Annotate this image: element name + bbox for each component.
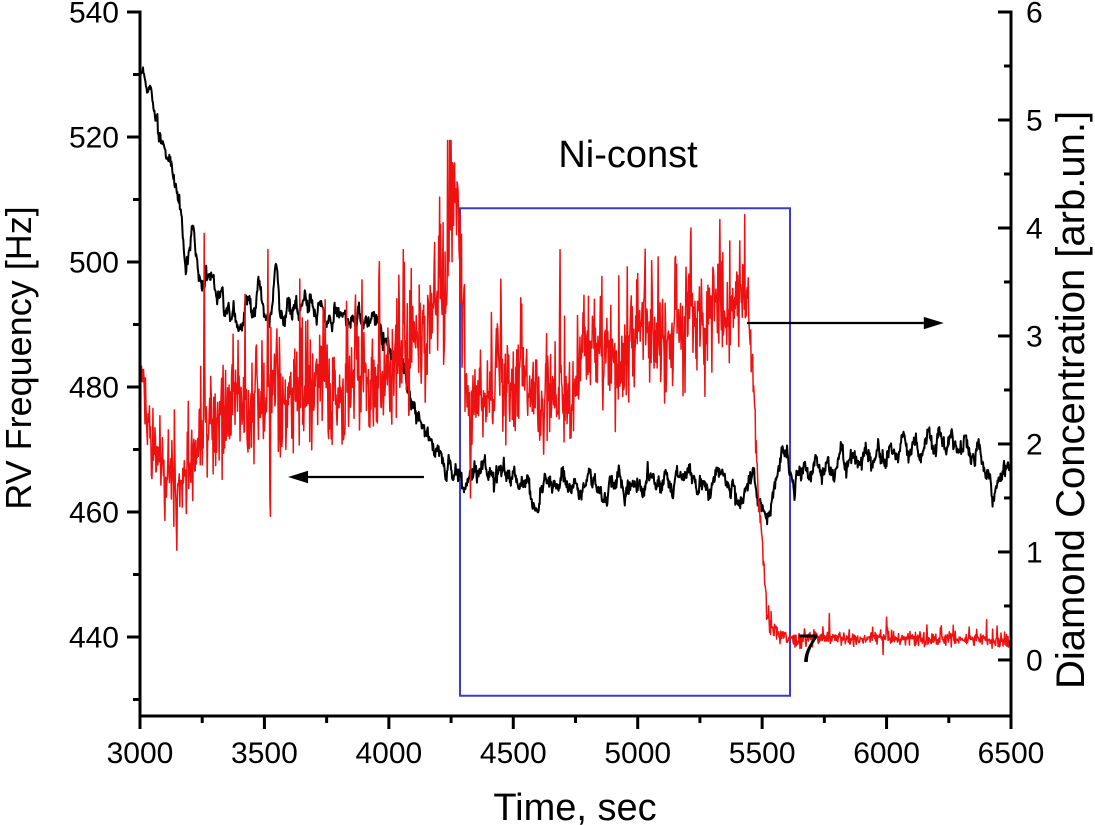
y-left-tick-label: 540 [69, 0, 119, 30]
y-right-tick-label: 3 [1026, 320, 1043, 353]
x-tick-labels: 3000 3500 4000 4500 5000 5500 6000 6500 [107, 737, 1045, 770]
y-right-tick-label: 0 [1026, 644, 1043, 677]
y-left-tick-label: 520 [69, 122, 119, 155]
seven-annotation: 7 [797, 627, 819, 671]
y-right-tick-labels: 0 1 2 3 4 5 6 [1026, 0, 1043, 677]
x-tick-label: 4000 [355, 737, 422, 770]
y-left-tick-label: 500 [69, 247, 119, 280]
y-right-tick-label: 1 [1026, 536, 1043, 569]
ni-const-annotation: Ni-const [558, 134, 698, 176]
data-series [140, 61, 1011, 656]
series-diamond-concentration [140, 139, 1011, 656]
left-arrow-head [288, 470, 309, 484]
y-right-axis-title: Diamond Concentration [arb.un.] [1049, 111, 1093, 689]
x-tick-label: 5500 [729, 737, 796, 770]
x-axis-title: Time, sec [493, 787, 656, 825]
y-right-tick-label: 5 [1026, 104, 1043, 137]
right-arrow-head [923, 316, 944, 330]
y-left-tick-label: 460 [69, 497, 119, 530]
x-tick-label: 6500 [978, 737, 1045, 770]
x-tick-label: 6000 [853, 737, 920, 770]
highlight-box-rect [459, 207, 792, 697]
x-tick-label: 5000 [604, 737, 671, 770]
x-tick-label: 4500 [480, 737, 547, 770]
y-right-tick-label: 4 [1026, 212, 1043, 245]
y-right-tick-label: 2 [1026, 428, 1043, 461]
y-right-tick-label: 6 [1026, 0, 1043, 30]
axes [127, 10, 1013, 729]
annotation-arrows [288, 316, 944, 484]
y-left-tick-label: 480 [69, 372, 119, 405]
y-left-tick-labels: 440 460 480 500 520 540 [69, 0, 119, 655]
x-tick-label: 3000 [107, 737, 174, 770]
series-rv-frequency [140, 61, 1011, 526]
x-tick-label: 3500 [231, 737, 298, 770]
y-left-axis-title: RV Frequency [Hz] [0, 206, 39, 509]
y-left-tick-label: 440 [69, 622, 119, 655]
highlight-box [459, 207, 792, 697]
